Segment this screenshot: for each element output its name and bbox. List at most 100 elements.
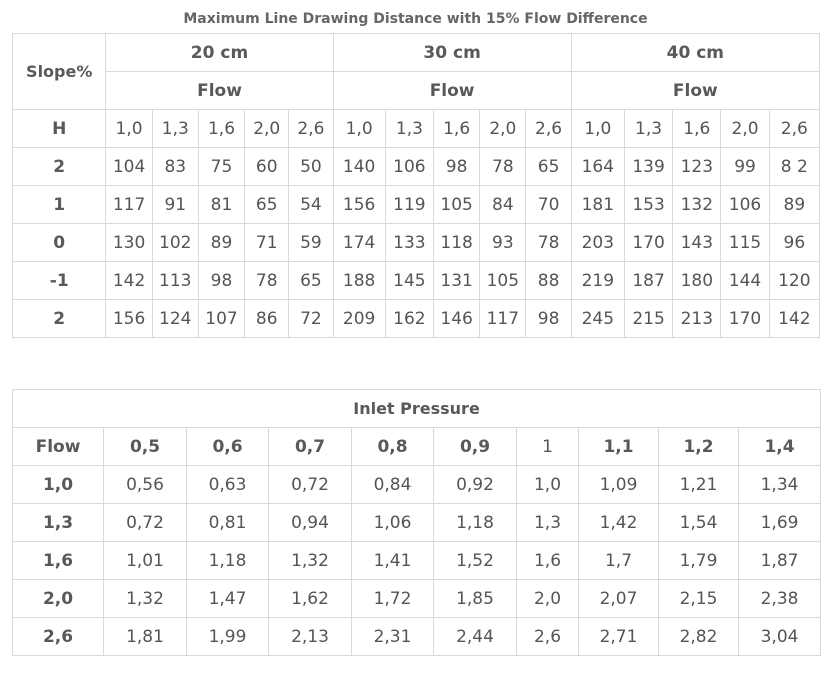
table-cell: 2,71: [578, 617, 659, 656]
table-cell: 0,84: [351, 465, 434, 504]
table-cell: 145: [384, 261, 435, 300]
table-cell: 65: [244, 185, 290, 224]
column-header: 0,7: [268, 427, 352, 466]
flow-header-30cm: Flow: [332, 71, 572, 110]
table-cell: 1,69: [737, 503, 822, 542]
table-cell: 0,81: [186, 503, 269, 542]
size-header-30cm: 30 cm: [332, 33, 572, 72]
size-header-20cm: 20 cm: [105, 33, 334, 72]
flow-value-cell: 1,6: [433, 109, 481, 148]
table-cell: 83: [151, 147, 199, 186]
flow-header: Flow: [12, 427, 104, 466]
table-cell: 106: [384, 147, 435, 186]
table-cell: 132: [672, 185, 722, 224]
table-cell: 180: [672, 261, 722, 300]
column-header: 0,9: [433, 427, 517, 466]
table-cell: 105: [433, 185, 481, 224]
table-cell: 2,0: [516, 579, 579, 618]
table-cell: 1,42: [578, 503, 659, 542]
flow-value-cell: 1,6: [197, 109, 246, 148]
row-label: 1,6: [12, 541, 104, 580]
row-label: 2,6: [12, 617, 104, 656]
table-cell: 78: [525, 223, 572, 262]
table-cell: 1,09: [578, 465, 659, 504]
table-cell: 0,63: [186, 465, 269, 504]
table-cell: 1,34: [737, 465, 822, 504]
table-cell: 162: [384, 299, 435, 338]
table-cell: 0,72: [103, 503, 187, 542]
table-cell: 187: [623, 261, 674, 300]
table-cell: 118: [433, 223, 481, 262]
table-cell: 8 2: [768, 147, 821, 186]
size-header-40cm: 40 cm: [570, 33, 821, 72]
table-cell: 1,0: [516, 465, 579, 504]
table-cell: 170: [720, 299, 770, 338]
row-label: 2: [11, 147, 107, 186]
table-cell: 1,32: [103, 579, 187, 618]
row-label: 2,0: [12, 579, 104, 618]
table-row: 2,0 1,32 1,47 1,62 1,72 1,85 2,0 2,07 2,…: [12, 579, 822, 618]
table-cell: 75: [197, 147, 246, 186]
table-cell: 0,92: [433, 465, 517, 504]
table-cell: 170: [623, 223, 674, 262]
table-cell: 65: [525, 147, 572, 186]
table-cell: 3,04: [737, 617, 822, 656]
row-label: H: [11, 109, 107, 148]
flow-value-cell: 2,0: [720, 109, 770, 148]
table-cell: 174: [332, 223, 386, 262]
inlet-pressure-header: Inlet Pressure: [11, 389, 822, 428]
table-cell: 81: [197, 185, 246, 224]
column-header: 1,2: [658, 427, 739, 466]
table-cell: 98: [433, 147, 481, 186]
row-label: 1: [11, 185, 107, 224]
table-cell: 156: [105, 299, 153, 338]
flow-value-cell: 1,0: [332, 109, 386, 148]
flow-value-cell: 1,3: [151, 109, 199, 148]
table-cell: 84: [479, 185, 527, 224]
table-cell: 93: [479, 223, 527, 262]
column-header: 1,1: [578, 427, 659, 466]
table-cell: 2,07: [578, 579, 659, 618]
table-cell: 2,82: [658, 617, 739, 656]
table-row: 1 117 91 81 65 54 156 119 105 84 70 181 …: [11, 185, 821, 224]
table-cell: 124: [151, 299, 199, 338]
flow-value-cell: 1,0: [570, 109, 625, 148]
table-row: 2,6 1,81 1,99 2,13 2,31 2,44 2,6 2,71 2,…: [12, 617, 822, 656]
table-cell: 91: [151, 185, 199, 224]
table-row: 0 130 102 89 71 59 174 133 118 93 78 203…: [11, 223, 821, 262]
flow-value-cell: 1,3: [384, 109, 435, 148]
table-cell: 203: [570, 223, 625, 262]
table-cell: 119: [384, 185, 435, 224]
table-row: 2 156 124 107 86 72 209 162 146 117 98 2…: [11, 299, 821, 338]
row-label: 2: [11, 299, 107, 338]
table-cell: 1,21: [658, 465, 739, 504]
table-row: 1,0 0,56 0,63 0,72 0,84 0,92 1,0 1,09 1,…: [12, 465, 822, 504]
table-cell: 70: [525, 185, 572, 224]
table-cell: 1,81: [103, 617, 187, 656]
page-title: Maximum Line Drawing Distance with 15% F…: [183, 11, 648, 27]
column-header: 1: [516, 427, 579, 466]
table-row: 1,3 0,72 0,81 0,94 1,06 1,18 1,3 1,42 1,…: [12, 503, 822, 542]
table-cell: 156: [332, 185, 386, 224]
column-header: 0,6: [186, 427, 269, 466]
table-cell: 54: [288, 185, 334, 224]
table-cell: 181: [570, 185, 625, 224]
table-cell: 188: [332, 261, 386, 300]
slope-header: Slope%: [11, 33, 107, 110]
table-row: 2 104 83 75 60 50 140 106 98 78 65 164 1…: [11, 147, 821, 186]
table-cell: 153: [623, 185, 674, 224]
table-cell: 1,87: [737, 541, 822, 580]
table-cell: 140: [332, 147, 386, 186]
table-cell: 105: [479, 261, 527, 300]
distance-table: Slope% 20 cm 30 cm 40 cm Flow Flow Flow …: [11, 33, 821, 338]
table-cell: 133: [384, 223, 435, 262]
table-cell: 1,54: [658, 503, 739, 542]
table-row: 1,6 1,01 1,18 1,32 1,41 1,52 1,6 1,7 1,7…: [12, 541, 822, 580]
row-label: -1: [11, 261, 107, 300]
table-cell: 209: [332, 299, 386, 338]
table-cell: 72: [288, 299, 334, 338]
row-label: 1,3: [12, 503, 104, 542]
flow-value-cell: 2,0: [479, 109, 527, 148]
table-cell: 1,6: [516, 541, 579, 580]
table-cell: 65: [288, 261, 334, 300]
